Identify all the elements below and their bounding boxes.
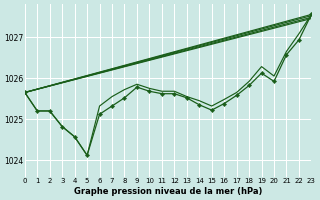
X-axis label: Graphe pression niveau de la mer (hPa): Graphe pression niveau de la mer (hPa) bbox=[74, 187, 262, 196]
